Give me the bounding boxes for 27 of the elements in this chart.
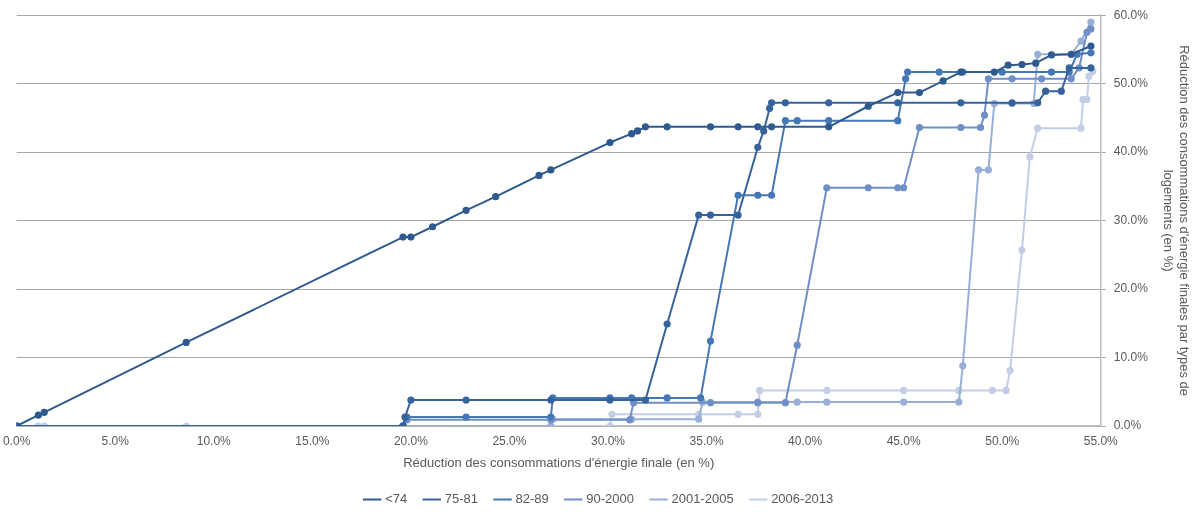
x-tick-label: 10.0% — [196, 433, 232, 448]
x-tick-label: 50.0% — [985, 433, 1020, 448]
y-tick-label: 0.0% — [1113, 418, 1142, 433]
y-tick-label: 30.0% — [1113, 212, 1149, 227]
x-tick-label: 40.0% — [788, 433, 823, 448]
x-tick-label: 15.0% — [295, 433, 330, 448]
legend-label: 2006-2013 — [771, 491, 834, 507]
y-tick-label: 20.0% — [1113, 281, 1149, 296]
y-tick-label: 50.0% — [1113, 75, 1149, 90]
x-tick-label: 55.0% — [1083, 433, 1119, 448]
x-tick-label: 0.0% — [3, 433, 31, 448]
x-tick-label: 45.0% — [886, 433, 922, 448]
x-axis-title: Réduction des consommations d'énergie finale (en %) — [403, 454, 715, 470]
x-tick-label: 30.0% — [590, 433, 626, 448]
x-tick-label: 25.0% — [492, 433, 527, 448]
y-axis-title: Réduction des consommations d'énergie finales par types de logements (en %) — [1161, 45, 1192, 396]
legend-label: 82-89 — [515, 491, 549, 507]
x-tick-label: 5.0% — [101, 433, 130, 448]
legend-label: 75-81 — [444, 491, 478, 507]
y-tick-label: 40.0% — [1113, 144, 1149, 159]
legend-label: 2001-2005 — [671, 491, 734, 507]
x-tick-label: 20.0% — [393, 433, 429, 448]
legend-label: 90-2000 — [586, 491, 634, 507]
y-tick-label: 60.0% — [1113, 7, 1149, 22]
y-tick-label: 10.0% — [1113, 349, 1149, 364]
x-tick-label: 35.0% — [689, 433, 724, 448]
legend-label: <74 — [385, 491, 408, 507]
